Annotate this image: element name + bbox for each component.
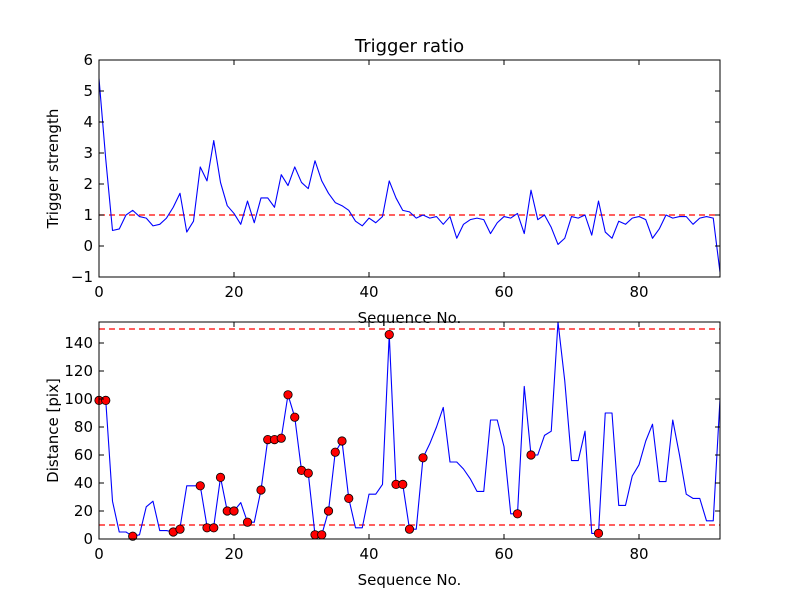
data-point	[337, 436, 347, 446]
data-point	[384, 329, 394, 340]
data-point	[101, 395, 111, 405]
x-tick-label: 60	[494, 545, 513, 563]
data-point	[303, 468, 313, 478]
y-axis-label: Trigger strength	[44, 109, 62, 230]
x-tick-label: 0	[94, 283, 104, 301]
series-line-0	[99, 322, 720, 537]
y-tick-label: 20	[74, 502, 93, 520]
distance-panel: 0 20 40 60 80 0 20 40 60 80 100 120 140 Sequence No. D…	[44, 321, 721, 589]
data-point	[128, 531, 138, 541]
x-tick-label: 20	[224, 283, 243, 301]
y-tick-label: 4	[83, 113, 93, 131]
y-tick-label: 6	[83, 51, 93, 69]
data-point	[256, 485, 266, 495]
data-point	[526, 450, 536, 460]
y-tick-label: 5	[83, 82, 93, 100]
data-point	[229, 506, 239, 516]
x-tick-label: 80	[629, 545, 648, 563]
y-tick-label: 40	[74, 474, 93, 492]
y-axis-label: Distance [pix]	[44, 378, 62, 483]
x-tick-label: 0	[94, 545, 104, 563]
data-point	[317, 530, 327, 540]
data-point	[215, 472, 226, 482]
data-point	[242, 517, 253, 527]
x-tick-label: 80	[629, 283, 648, 301]
series-line-0	[99, 78, 720, 273]
y-tick-label: 0	[83, 530, 93, 548]
plot-frame	[98, 59, 721, 278]
x-tick-label: 40	[359, 545, 378, 563]
data-point	[418, 453, 428, 463]
data-point	[330, 447, 340, 457]
data-point	[593, 528, 604, 539]
y-tick-label: 120	[64, 362, 93, 380]
y-tick-label: 100	[64, 390, 93, 408]
x-axis-label: Sequence No.	[358, 571, 462, 589]
data-point	[283, 390, 293, 400]
data-point	[323, 506, 334, 516]
data-point	[398, 479, 408, 489]
data-point	[175, 524, 185, 534]
y-tick-label: 3	[83, 144, 93, 162]
x-tick-label: 40	[359, 283, 378, 301]
x-axis-label: Sequence No.	[358, 309, 462, 327]
y-tick-label: 1	[83, 206, 93, 224]
y-tick-label: 140	[64, 334, 93, 352]
data-point	[195, 481, 205, 491]
y-tick-label: 2	[83, 175, 93, 193]
data-point	[276, 433, 286, 443]
data-point	[344, 493, 354, 503]
data-point	[404, 524, 415, 534]
data-point	[512, 509, 523, 519]
x-tick-label: 60	[494, 283, 513, 301]
y-tick-label: 0	[83, 237, 93, 255]
y-tick-label: 80	[74, 418, 93, 436]
plot-frame	[98, 321, 721, 540]
data-point	[209, 523, 219, 533]
data-point	[290, 412, 300, 422]
chart-title: Trigger ratio	[354, 36, 464, 57]
y-tick-label: −1	[71, 268, 93, 286]
y-tick-label: 60	[74, 446, 93, 464]
x-tick-label: 20	[224, 545, 243, 563]
